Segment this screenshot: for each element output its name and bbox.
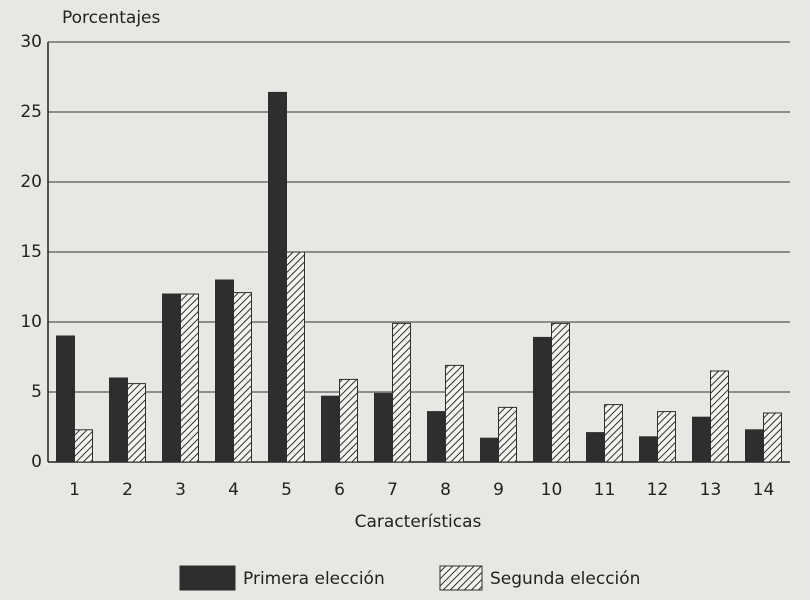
x-axis-label: Características (355, 512, 482, 532)
bar (445, 364, 464, 463)
bar (657, 411, 676, 463)
bar (551, 322, 570, 463)
y-tick-label: 20 (20, 172, 42, 192)
bar (374, 392, 393, 463)
legend-label: Segunda elección (490, 569, 640, 589)
bar (639, 436, 658, 463)
x-tick-label: 9 (493, 480, 504, 500)
y-tick-label: 15 (20, 242, 42, 262)
bar (339, 378, 358, 463)
bar (180, 293, 199, 463)
x-tick-label: 13 (700, 480, 722, 500)
bar (427, 411, 446, 463)
y-tick-label: 10 (20, 312, 42, 332)
x-tick-label: 3 (175, 480, 186, 500)
bar (162, 293, 181, 463)
bar (127, 383, 146, 463)
x-tick-label: 7 (387, 480, 398, 500)
legend-swatch (179, 565, 236, 591)
bar (586, 432, 605, 463)
x-tick-label: 1 (69, 480, 80, 500)
x-tick-label: 5 (281, 480, 292, 500)
bar (233, 292, 252, 463)
bar (321, 395, 340, 463)
x-tick-label: 12 (647, 480, 669, 500)
y-tick-label: 25 (20, 102, 42, 122)
x-tick-label: 10 (541, 480, 563, 500)
legend-swatch (439, 565, 483, 591)
bar (109, 377, 128, 463)
x-tick-label: 8 (440, 480, 451, 500)
bar (692, 416, 711, 463)
y-tick-label: 5 (31, 382, 42, 402)
bar (745, 429, 764, 463)
x-tick-label: 11 (594, 480, 616, 500)
bar (392, 322, 411, 463)
y-tick-label: 0 (31, 452, 42, 472)
bar (56, 335, 75, 463)
bar (480, 437, 499, 463)
bar (604, 404, 623, 463)
y-axis-label: Porcentajes (62, 8, 161, 28)
y-tick-label: 30 (20, 32, 42, 52)
bar (498, 406, 517, 463)
bar (710, 370, 729, 463)
legend-label: Primera elección (243, 569, 385, 589)
bar (286, 251, 305, 463)
bar (268, 91, 287, 463)
x-tick-label: 2 (122, 480, 133, 500)
x-tick-label: 6 (334, 480, 345, 500)
bar (74, 429, 93, 463)
bar (763, 412, 782, 463)
bar (533, 336, 552, 463)
bar (215, 279, 234, 463)
x-tick-label: 4 (228, 480, 239, 500)
x-tick-label: 14 (753, 480, 775, 500)
